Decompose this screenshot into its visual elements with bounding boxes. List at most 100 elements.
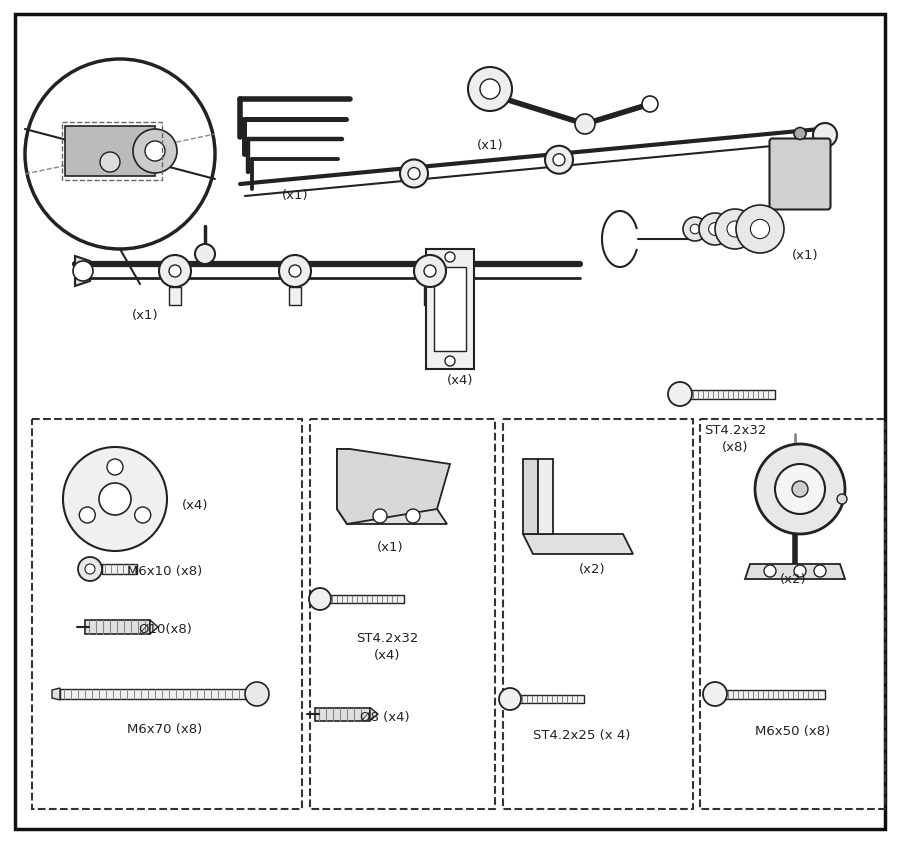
Bar <box>503 419 693 809</box>
Polygon shape <box>150 620 158 634</box>
Circle shape <box>424 266 436 278</box>
Polygon shape <box>337 450 350 510</box>
Circle shape <box>708 224 722 236</box>
Circle shape <box>445 356 455 366</box>
Circle shape <box>715 210 755 250</box>
Text: ST4.2x32: ST4.2x32 <box>356 630 418 644</box>
Circle shape <box>107 459 123 475</box>
Circle shape <box>169 266 181 278</box>
Text: (x1): (x1) <box>131 308 158 321</box>
Circle shape <box>408 168 420 181</box>
Bar <box>85 620 150 634</box>
Text: Ø10(x8): Ø10(x8) <box>138 623 192 636</box>
Polygon shape <box>75 257 90 287</box>
Circle shape <box>78 557 102 582</box>
Circle shape <box>683 218 707 241</box>
Bar <box>724 690 824 699</box>
Text: M6x70 (x8): M6x70 (x8) <box>128 722 202 736</box>
Circle shape <box>99 484 131 516</box>
Bar <box>60 690 255 699</box>
Circle shape <box>400 160 428 188</box>
Text: ST4.2x25 (x 4): ST4.2x25 (x 4) <box>534 728 631 741</box>
Bar <box>289 288 301 306</box>
Circle shape <box>85 565 95 574</box>
Polygon shape <box>745 565 845 579</box>
Text: ST4.2x32: ST4.2x32 <box>704 423 766 436</box>
FancyBboxPatch shape <box>15 15 885 829</box>
Text: (x4): (x4) <box>446 373 473 386</box>
Bar <box>102 565 137 574</box>
FancyBboxPatch shape <box>770 139 831 210</box>
Circle shape <box>668 382 692 407</box>
Polygon shape <box>523 459 538 534</box>
Circle shape <box>794 565 806 577</box>
Circle shape <box>814 565 826 577</box>
Bar <box>558 539 588 548</box>
Polygon shape <box>337 510 447 524</box>
Bar <box>518 695 584 703</box>
Circle shape <box>79 507 95 523</box>
Circle shape <box>279 256 311 288</box>
Circle shape <box>813 124 837 148</box>
Circle shape <box>699 214 731 246</box>
Polygon shape <box>538 459 553 534</box>
Text: (x4): (x4) <box>182 498 208 511</box>
Circle shape <box>63 447 167 551</box>
Circle shape <box>736 206 784 254</box>
Polygon shape <box>65 127 155 176</box>
Circle shape <box>575 115 595 135</box>
Circle shape <box>764 565 776 577</box>
Polygon shape <box>523 534 633 555</box>
Circle shape <box>775 464 825 514</box>
Bar <box>62 123 162 181</box>
Circle shape <box>794 128 806 140</box>
Text: (x1): (x1) <box>477 138 503 151</box>
Polygon shape <box>337 450 450 524</box>
Circle shape <box>480 80 500 100</box>
Circle shape <box>445 252 455 262</box>
Bar <box>315 707 370 721</box>
Bar <box>689 390 775 399</box>
Bar <box>169 288 181 306</box>
Circle shape <box>468 68 512 112</box>
Circle shape <box>792 481 808 497</box>
Polygon shape <box>370 707 378 721</box>
Circle shape <box>703 682 727 706</box>
Circle shape <box>25 60 215 250</box>
Text: (x1): (x1) <box>792 248 818 261</box>
Circle shape <box>727 222 743 238</box>
Circle shape <box>133 130 177 174</box>
Text: (x4): (x4) <box>374 647 400 661</box>
Circle shape <box>837 495 847 505</box>
Circle shape <box>135 507 150 523</box>
Circle shape <box>406 510 420 523</box>
Circle shape <box>373 510 387 523</box>
Text: Ø8 (x4): Ø8 (x4) <box>360 711 410 723</box>
Text: M6x10 (x8): M6x10 (x8) <box>128 565 202 578</box>
Circle shape <box>642 97 658 113</box>
Text: (x2): (x2) <box>579 563 606 576</box>
Circle shape <box>159 256 191 288</box>
Circle shape <box>309 588 331 610</box>
Bar <box>328 595 404 603</box>
Circle shape <box>553 154 565 166</box>
Circle shape <box>690 225 700 235</box>
Circle shape <box>499 688 521 710</box>
Bar <box>426 250 474 370</box>
Circle shape <box>145 142 165 162</box>
Bar <box>700 419 885 809</box>
Circle shape <box>245 682 269 706</box>
Text: M6x50 (x8): M6x50 (x8) <box>755 725 831 738</box>
Circle shape <box>100 153 120 173</box>
Circle shape <box>545 147 573 175</box>
Bar <box>310 419 495 809</box>
Circle shape <box>414 256 446 288</box>
Circle shape <box>289 266 301 278</box>
Circle shape <box>73 262 93 282</box>
Polygon shape <box>52 688 60 701</box>
Text: (x2): (x2) <box>779 573 806 586</box>
Text: (x1): (x1) <box>377 541 403 554</box>
Text: (x1): (x1) <box>282 188 309 201</box>
Bar <box>424 288 436 306</box>
Bar <box>434 268 466 352</box>
